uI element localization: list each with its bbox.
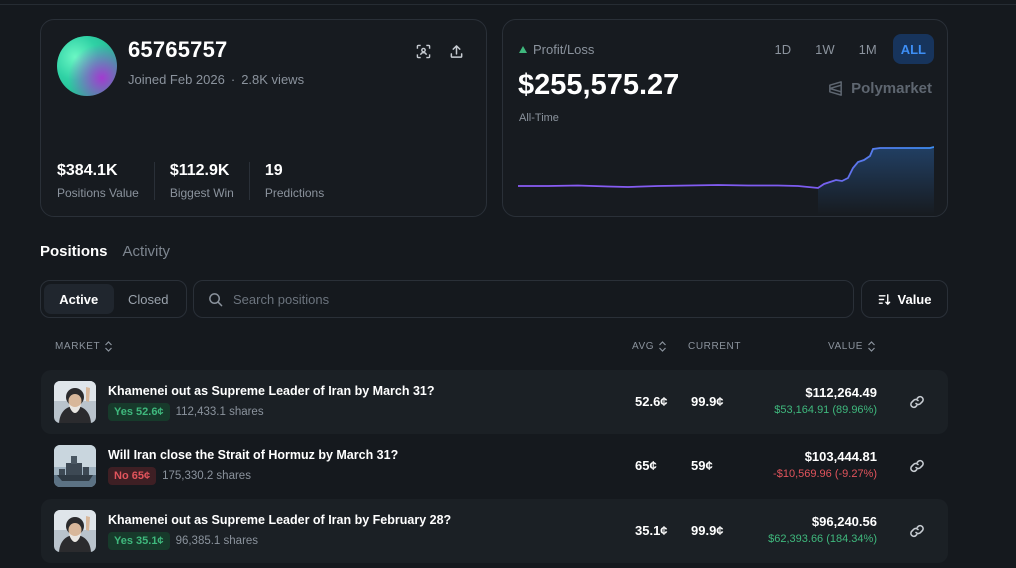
khamenei-portrait-icon xyxy=(54,381,96,423)
table-row[interactable]: Khamenei out as Supreme Leader of Iran b… xyxy=(41,499,948,563)
search-icon xyxy=(209,292,223,306)
triangle-up-icon xyxy=(519,46,527,53)
upload-icon xyxy=(450,44,462,58)
sort-chevrons-icon xyxy=(659,341,667,352)
range-1m[interactable]: 1M xyxy=(858,41,877,57)
separator-dot: · xyxy=(230,72,236,87)
current-price: 59¢ xyxy=(691,458,713,473)
top-divider xyxy=(0,4,1016,5)
sort-chevrons-icon xyxy=(868,341,875,352)
stat-value: 19 xyxy=(264,162,283,179)
sort-chevrons-icon xyxy=(105,341,113,352)
tab-activity[interactable]: Activity xyxy=(122,243,171,260)
link-icon[interactable] xyxy=(909,394,925,410)
column-header-value-label: VALUE xyxy=(828,341,864,352)
polymarket-logo-icon xyxy=(829,81,843,96)
pnl-chart xyxy=(518,146,934,215)
filter-closed-button[interactable]: Closed xyxy=(128,291,169,307)
share-count: 96,385.1 shares xyxy=(175,535,259,547)
pnl-period: All-Time xyxy=(519,112,559,124)
stat-biggest-win: $112.9K Biggest Win xyxy=(170,162,250,200)
pnl-value: $255,575.27 xyxy=(518,69,680,101)
market-title[interactable]: Khamenei out as Supreme Leader of Iran b… xyxy=(108,513,452,527)
avg-price: 52.6¢ xyxy=(635,394,668,409)
sort-button[interactable]: Value xyxy=(861,280,948,318)
position-pnl: $62,393.66 (184.34%) xyxy=(768,533,877,545)
range-all[interactable]: ALL xyxy=(892,34,934,64)
table-row[interactable]: Will Iran close the Strait of Hormuz by … xyxy=(41,434,948,498)
search-input[interactable] xyxy=(233,291,833,307)
main-tabs: Positions Activity xyxy=(40,243,170,260)
outcome-badge: Yes 35.1¢ xyxy=(108,532,170,550)
scan-button[interactable] xyxy=(413,41,433,61)
column-header-value[interactable]: VALUE xyxy=(828,341,876,352)
share-count: 112,433.1 shares xyxy=(175,406,264,418)
scan-icon xyxy=(416,44,430,58)
profile-card: 65765757 Joined Feb 2026 · 2.8K views $384… xyxy=(40,19,487,217)
position-value: $103,444.81 xyxy=(804,449,877,464)
pnl-chart-area xyxy=(818,147,934,215)
joined-date: Joined Feb 2026 xyxy=(128,72,225,87)
avg-price: 35.1¢ xyxy=(635,523,668,538)
column-header-market[interactable]: MARKET xyxy=(55,341,113,352)
pnl-label-text: Profit/Loss xyxy=(533,42,595,57)
outcome-badge: No 65¢ xyxy=(108,467,157,485)
stat-label: Biggest Win xyxy=(169,186,234,200)
sort-label: Value xyxy=(897,291,932,307)
column-header-current: CURRENT xyxy=(688,341,741,352)
brand: Polymarket xyxy=(827,80,932,97)
stat-value: $112.9K xyxy=(169,162,230,179)
link-icon[interactable] xyxy=(909,523,925,539)
position-value: $112,264.49 xyxy=(805,385,877,400)
market-title[interactable]: Khamenei out as Supreme Leader of Iran b… xyxy=(108,384,435,398)
column-header-market-label: MARKET xyxy=(55,341,101,352)
profile-stats: $384.1K Positions Value $112.9K Biggest … xyxy=(57,162,354,200)
avatar xyxy=(57,36,117,96)
brand-name: Polymarket xyxy=(851,80,932,97)
current-price: 99.9¢ xyxy=(691,394,724,409)
position-pnl: $53,164.91 (89.96%) xyxy=(774,404,877,416)
stat-positions-value: $384.1K Positions Value xyxy=(57,162,155,200)
position-value: $96,240.56 xyxy=(811,514,877,529)
range-1d[interactable]: 1D xyxy=(774,41,792,57)
position-details: Yes 35.1¢ 96,385.1 shares xyxy=(108,532,258,550)
stat-label: Predictions xyxy=(264,186,325,200)
table-row[interactable]: Khamenei out as Supreme Leader of Iran b… xyxy=(41,370,948,434)
sort-descending-icon xyxy=(878,293,890,305)
view-count: 2.8K views xyxy=(241,72,305,87)
range-selector: 1D 1W 1M ALL xyxy=(767,34,934,64)
share-count: 175,330.2 shares xyxy=(162,470,251,482)
username: 65765757 xyxy=(128,37,228,62)
status-filter: Active Closed xyxy=(40,280,187,318)
outcome-badge: Yes 52.6¢ xyxy=(108,403,170,421)
khamenei-portrait-icon xyxy=(54,510,96,552)
profile-meta: Joined Feb 2026 · 2.8K views xyxy=(128,72,304,87)
tab-positions[interactable]: Positions xyxy=(40,243,108,260)
column-header-avg[interactable]: AVG xyxy=(632,341,667,352)
position-details: No 65¢ 175,330.2 shares xyxy=(108,467,251,485)
column-header-avg-label: AVG xyxy=(632,341,655,352)
position-details: Yes 52.6¢ 112,433.1 shares xyxy=(108,403,264,421)
column-header-current-label: CURRENT xyxy=(688,341,742,352)
stat-value: $384.1K xyxy=(57,162,118,179)
share-button[interactable] xyxy=(446,41,466,61)
pnl-card: Profit/Loss $255,575.27 All-Time 1D 1W 1… xyxy=(502,19,948,217)
current-price: 99.9¢ xyxy=(691,523,724,538)
stat-label: Positions Value xyxy=(57,186,139,200)
avg-price: 65¢ xyxy=(635,458,657,473)
ship-icon xyxy=(54,445,96,487)
pnl-label: Profit/Loss xyxy=(519,42,594,57)
range-1w[interactable]: 1W xyxy=(815,41,835,57)
market-title[interactable]: Will Iran close the Strait of Hormuz by … xyxy=(108,448,399,462)
filter-active-button[interactable]: Active xyxy=(44,284,114,314)
stat-predictions: 19 Predictions xyxy=(265,162,339,200)
search-box xyxy=(193,280,854,318)
link-icon[interactable] xyxy=(909,458,925,474)
pnl-chart-line xyxy=(518,146,934,189)
position-pnl: -$10,569.96 (-9.27%) xyxy=(773,468,877,480)
